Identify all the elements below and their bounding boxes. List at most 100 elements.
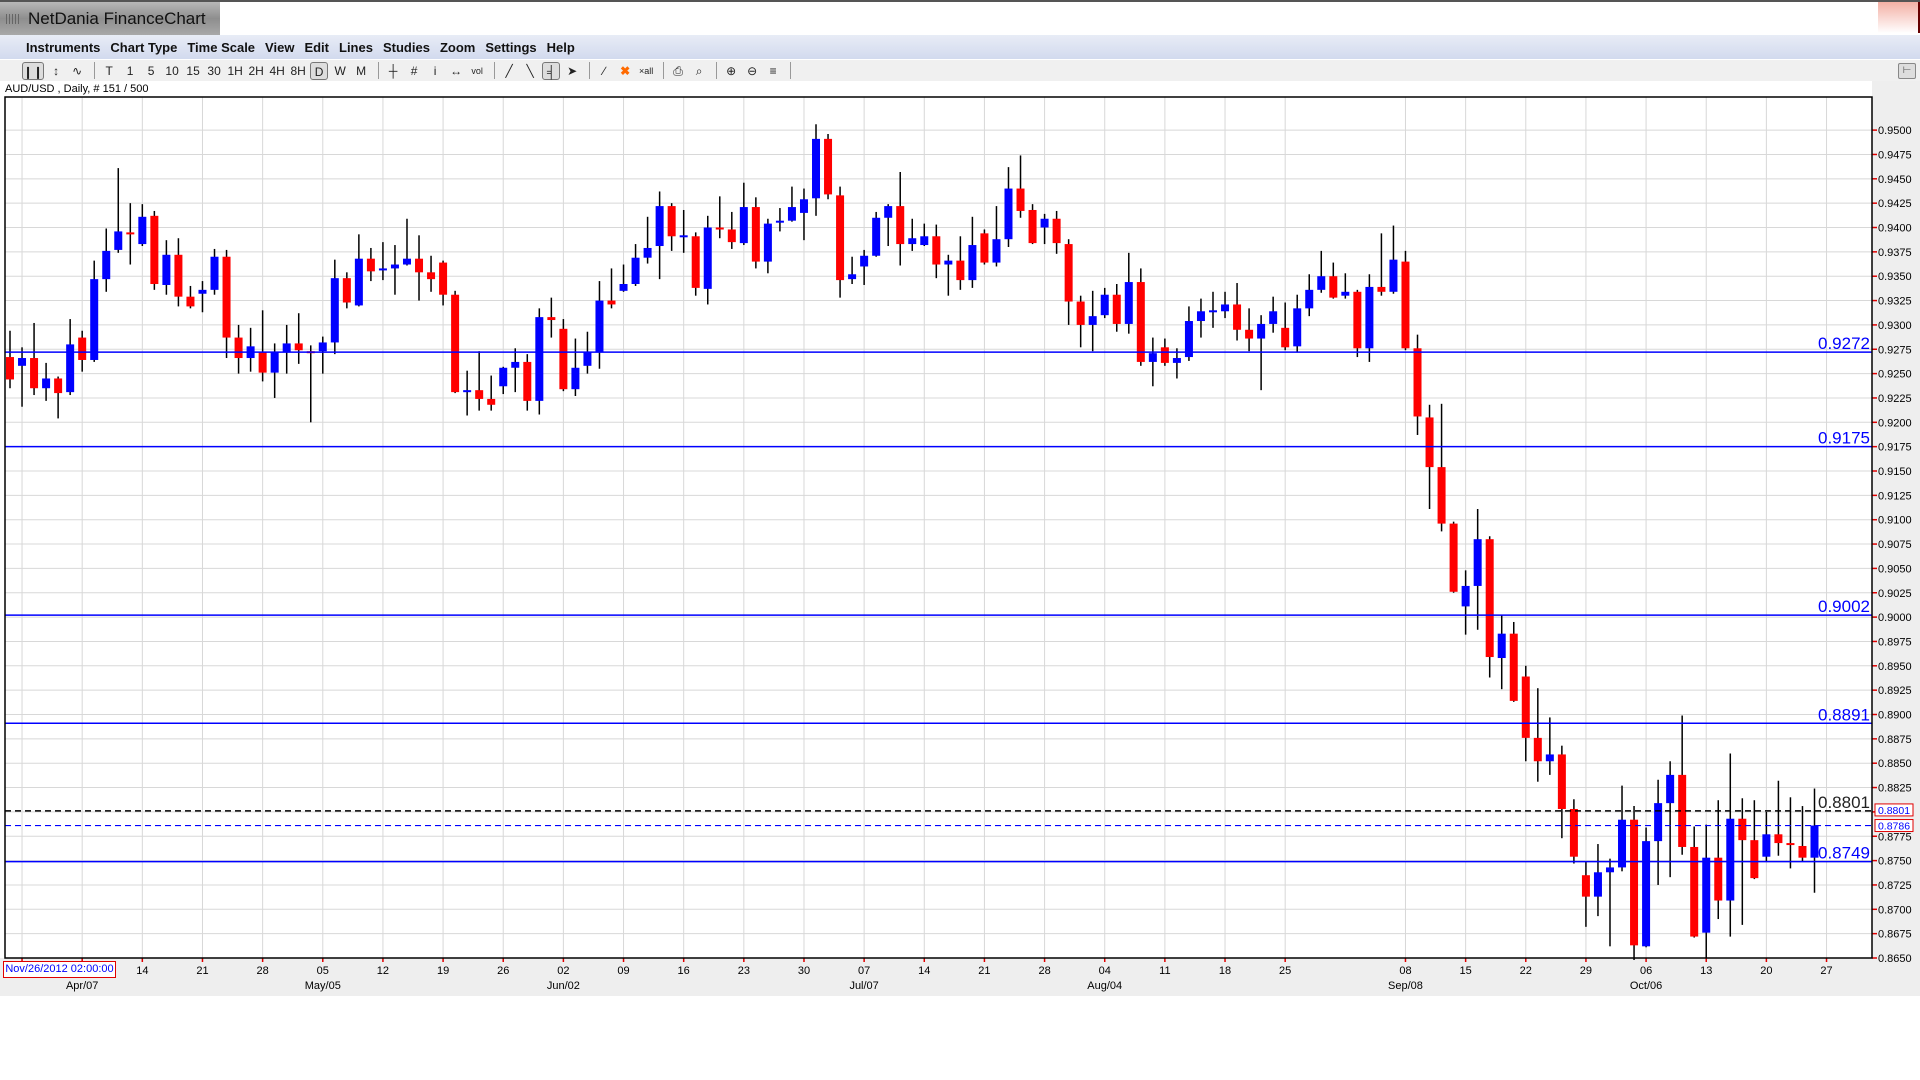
price-tick-label: 0.9100 <box>1878 515 1912 527</box>
timescale-m-button[interactable]: M <box>356 63 367 78</box>
delete-all-icon[interactable]: ×all <box>638 65 654 76</box>
pin-icon[interactable]: ⊢ <box>1898 63 1916 79</box>
price-tick-label: 0.8750 <box>1878 856 1912 868</box>
menu-chart-type[interactable]: Chart Type <box>110 39 178 55</box>
menu-instruments[interactable]: Instruments <box>26 39 101 55</box>
level-line-label: 0.8801 <box>1818 793 1870 812</box>
date-tick-label: 04 <box>1099 965 1111 977</box>
zoom-out-icon[interactable]: ⊖ <box>747 63 758 78</box>
candle <box>848 256 857 285</box>
window-close-button[interactable] <box>1878 2 1920 33</box>
delete-icon[interactable]: ✖ <box>620 63 631 78</box>
timescale-4h-button[interactable]: 4H <box>269 63 285 78</box>
candle-body <box>174 254 183 297</box>
info-icon[interactable]: i <box>433 63 437 78</box>
menu-settings[interactable]: Settings <box>485 39 537 55</box>
draw-line-icon[interactable]: ∕ <box>603 63 606 78</box>
timescale-t-button[interactable]: T <box>105 63 113 78</box>
candle <box>571 338 580 397</box>
candle-body <box>667 206 676 237</box>
candle-body <box>595 300 604 353</box>
date-tick-label: 14 <box>136 965 148 977</box>
candle <box>511 348 520 393</box>
zoom-in-icon[interactable]: ⊕ <box>726 63 737 78</box>
fit-icon[interactable]: ≡ <box>769 63 777 78</box>
menu-lines[interactable]: Lines <box>339 39 373 55</box>
candle-body <box>318 342 327 352</box>
trendline-icon[interactable]: ╱ <box>505 63 513 78</box>
price-tick-label: 0.9175 <box>1878 442 1912 454</box>
timescale-8h-button[interactable]: 8H <box>290 63 306 78</box>
level-line-label: 0.9002 <box>1818 597 1870 616</box>
menu-help[interactable]: Help <box>546 39 575 55</box>
line-chart-icon[interactable]: ∿ <box>72 63 83 78</box>
candle-body <box>126 232 135 235</box>
candle <box>607 268 616 309</box>
timescale-5-button[interactable]: 5 <box>147 63 155 78</box>
candle-body <box>956 260 965 281</box>
price-tick-label: 0.8775 <box>1878 831 1912 843</box>
candle <box>956 236 965 290</box>
candle-body <box>1076 301 1085 325</box>
candle <box>102 228 111 292</box>
candle <box>1100 287 1109 319</box>
candlestick-icon[interactable]: ❙❙ <box>22 61 45 80</box>
menu-zoom[interactable]: Zoom <box>439 39 476 55</box>
candle <box>1437 403 1446 532</box>
candle-body <box>42 378 51 389</box>
fibonacci-icon[interactable]: ╡ <box>542 61 561 80</box>
candle-body <box>1293 308 1302 347</box>
print-preview-icon[interactable]: ⌕ <box>695 63 703 78</box>
timescale-1h-button[interactable]: 1H <box>227 63 243 78</box>
pointer-icon[interactable]: ➤ <box>567 63 578 78</box>
plot-area[interactable] <box>5 97 1872 958</box>
timescale-15-button[interactable]: 15 <box>186 63 200 78</box>
volume-icon[interactable]: vol <box>471 65 483 76</box>
timescale-d-button[interactable]: D <box>310 61 329 80</box>
menu-edit[interactable]: Edit <box>304 39 329 55</box>
grid-icon[interactable]: # <box>410 63 418 78</box>
timescale-w-button[interactable]: W <box>334 63 346 78</box>
candle <box>1016 155 1025 218</box>
candle <box>378 242 387 281</box>
ohlc-bar-icon[interactable]: ↕ <box>53 63 60 78</box>
candle <box>1690 826 1699 938</box>
menu-view[interactable]: View <box>265 39 295 55</box>
candle-body <box>583 352 592 366</box>
candle-body <box>1341 291 1350 296</box>
timescale-30-button[interactable]: 30 <box>207 63 221 78</box>
crosshair-icon[interactable]: ┼ <box>388 63 398 78</box>
candle-body <box>1245 329 1254 339</box>
candle-body <box>162 254 171 285</box>
candle-body <box>1798 845 1807 858</box>
price-tick-label: 0.8700 <box>1878 904 1912 916</box>
candle <box>439 260 448 306</box>
candle-body <box>282 343 291 353</box>
candle <box>559 319 568 392</box>
candle-body <box>1124 282 1133 324</box>
price-tick-label: 0.9325 <box>1878 296 1912 308</box>
month-label: Jun/02 <box>547 980 580 992</box>
candle-body <box>258 352 267 373</box>
print-icon[interactable]: ⎙ <box>673 63 683 78</box>
timescale-2h-button[interactable]: 2H <box>248 63 264 78</box>
channel-icon[interactable]: ╲ <box>526 63 534 78</box>
price-tick-label: 0.8950 <box>1878 661 1912 673</box>
candle-body <box>547 317 556 321</box>
candle <box>1353 289 1362 358</box>
date-tick-label: 23 <box>738 965 750 977</box>
candle <box>499 366 508 395</box>
date-axis-background <box>0 958 1920 996</box>
menu-studies[interactable]: Studies <box>382 39 430 55</box>
date-tick-label: 18 <box>1219 965 1231 977</box>
scroll-arrows-icon[interactable]: ↔ <box>450 63 463 78</box>
candle-body <box>487 398 496 405</box>
timescale-10-button[interactable]: 10 <box>165 63 179 78</box>
price-chart[interactable]: 0.8650 0.8675 0.8700 0.8725 0.8750 0.8775 0.88… <box>0 0 1920 1000</box>
menu-time-scale[interactable]: Time Scale <box>187 39 256 55</box>
candle-body <box>1305 289 1314 309</box>
timescale-1-button[interactable]: 1 <box>126 63 134 78</box>
candle <box>78 330 87 372</box>
candle-body <box>703 227 712 289</box>
app-title-tab[interactable]: NetDania FinanceChart <box>0 2 220 35</box>
